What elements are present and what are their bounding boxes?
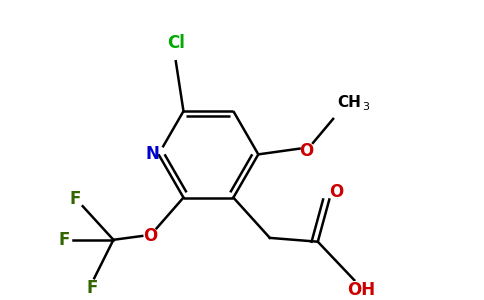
Text: 3: 3 xyxy=(362,102,369,112)
Text: CH: CH xyxy=(337,95,361,110)
Text: Cl: Cl xyxy=(167,34,185,52)
Text: O: O xyxy=(143,227,157,245)
Text: O: O xyxy=(329,183,343,201)
Text: N: N xyxy=(146,146,160,164)
Text: OH: OH xyxy=(347,281,375,299)
Text: O: O xyxy=(299,142,314,160)
Text: F: F xyxy=(69,190,81,208)
Text: F: F xyxy=(87,279,98,297)
Text: F: F xyxy=(59,231,70,249)
